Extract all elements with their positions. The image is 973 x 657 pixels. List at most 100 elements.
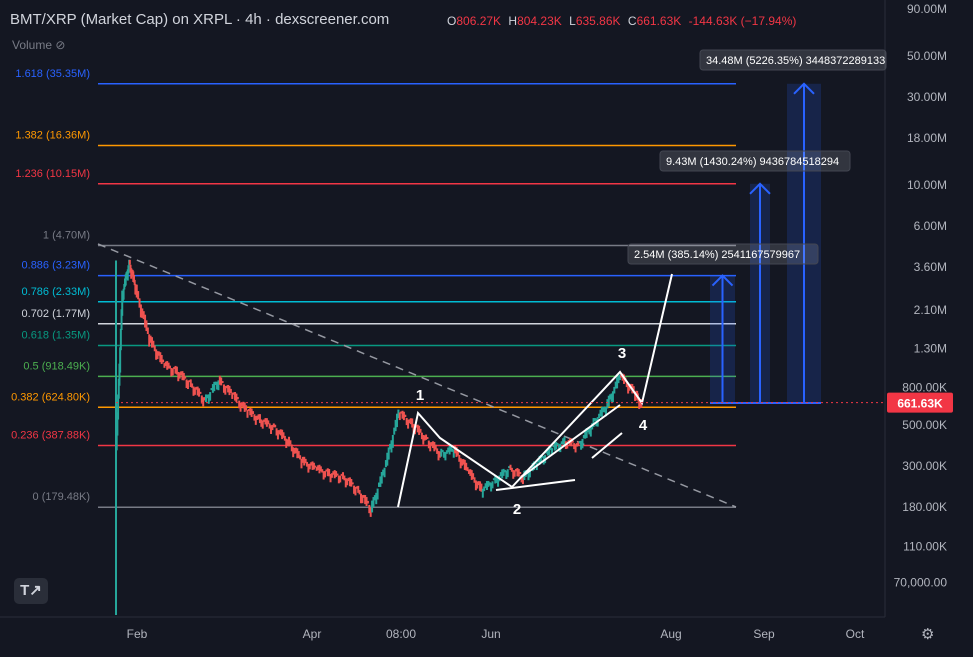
- candle: [289, 440, 292, 445]
- candle: [494, 475, 497, 484]
- candle: [184, 376, 187, 379]
- candle: [541, 455, 544, 458]
- fib-level-label-9: 0.382 (624.80K): [11, 391, 90, 403]
- candle: [228, 385, 231, 396]
- candle: [141, 308, 144, 318]
- candle: [240, 402, 243, 407]
- candle: [221, 381, 224, 384]
- candle: [196, 386, 199, 396]
- candle: [120, 309, 123, 331]
- candle: [339, 475, 342, 483]
- candle: [436, 448, 439, 454]
- candle: [222, 384, 225, 393]
- candle: [605, 406, 608, 417]
- ohlc-close: 661.63K: [636, 14, 682, 28]
- candle: [431, 441, 434, 449]
- volume-label[interactable]: Volume ⊘: [12, 38, 65, 52]
- candle: [499, 472, 502, 477]
- candle: [420, 432, 423, 440]
- candle: [160, 355, 163, 364]
- fib-level-label-8: 0.5 (918.49K): [23, 360, 90, 372]
- candle: [271, 424, 274, 431]
- candle: [200, 395, 203, 404]
- candle: [342, 472, 345, 480]
- y-tick-label-1: 50.00M: [907, 49, 947, 63]
- candle: [145, 320, 148, 332]
- candle: [606, 399, 609, 409]
- candle: [521, 475, 524, 485]
- ohlc-h-label: H: [508, 14, 518, 28]
- candle: [602, 406, 605, 413]
- candle: [153, 345, 156, 352]
- candle: [628, 384, 631, 391]
- candle: [455, 446, 458, 457]
- candle: [567, 439, 570, 442]
- candle: [528, 469, 531, 478]
- candle: [216, 381, 219, 390]
- ohlc-l-label: L: [569, 14, 576, 28]
- candle: [443, 451, 446, 458]
- candle: [301, 456, 304, 463]
- candle: [199, 391, 202, 394]
- candle: [409, 418, 412, 425]
- candle: [438, 451, 441, 458]
- candle: [354, 486, 357, 496]
- candle: [574, 444, 577, 453]
- fib-level-label-3: 1 (4.70M): [43, 230, 90, 242]
- candle: [234, 392, 237, 401]
- candle: [139, 304, 142, 318]
- candle: [397, 409, 400, 419]
- candle: [274, 424, 277, 428]
- fib-level-label-11: 0 (179.48K): [33, 491, 90, 503]
- candle: [570, 438, 573, 447]
- candle: [531, 462, 534, 472]
- y-tick-label-5: 6.00M: [914, 219, 947, 233]
- candle: [343, 475, 346, 481]
- candle: [611, 391, 614, 403]
- candle: [159, 352, 162, 363]
- candle: [227, 384, 230, 393]
- tradingview-logo-icon[interactable]: T↗: [14, 578, 48, 604]
- candle: [582, 434, 585, 439]
- candle: [366, 500, 369, 504]
- y-tick-label-12: 180.00K: [902, 500, 947, 514]
- candle: [466, 467, 469, 472]
- candle: [517, 469, 520, 477]
- candle: [353, 485, 356, 494]
- candle: [258, 414, 261, 424]
- gear-icon[interactable]: ⚙: [921, 626, 935, 643]
- candle: [218, 375, 221, 385]
- candle: [186, 380, 189, 390]
- candle: [264, 418, 267, 425]
- y-tick-label-9: 800.00K: [902, 380, 947, 394]
- candle: [490, 482, 493, 492]
- candle: [519, 472, 522, 475]
- fib-level-label-7: 0.618 (1.35M): [22, 330, 90, 342]
- candle: [470, 470, 473, 480]
- candle: [411, 418, 414, 428]
- candle: [549, 446, 552, 451]
- candle: [426, 437, 429, 440]
- eye-slash-icon[interactable]: ⊘: [55, 38, 66, 52]
- candle: [539, 454, 542, 463]
- ohlc-high: 804.23K: [517, 14, 562, 28]
- candle: [556, 442, 559, 445]
- candle: [117, 378, 120, 399]
- candle: [449, 446, 452, 452]
- candle: [503, 469, 506, 473]
- candle: [315, 467, 318, 471]
- candle: [146, 327, 149, 335]
- candle: [137, 291, 140, 300]
- candle: [174, 365, 177, 374]
- candle: [513, 470, 516, 477]
- candle: [638, 400, 641, 408]
- current-price-label: 661.63K: [897, 397, 943, 411]
- candle: [168, 365, 171, 369]
- candle: [571, 440, 574, 443]
- candle: [452, 449, 455, 458]
- candle: [224, 386, 227, 395]
- candle: [484, 483, 487, 489]
- candle: [177, 371, 180, 382]
- x-tick-label-6: Oct: [846, 627, 865, 641]
